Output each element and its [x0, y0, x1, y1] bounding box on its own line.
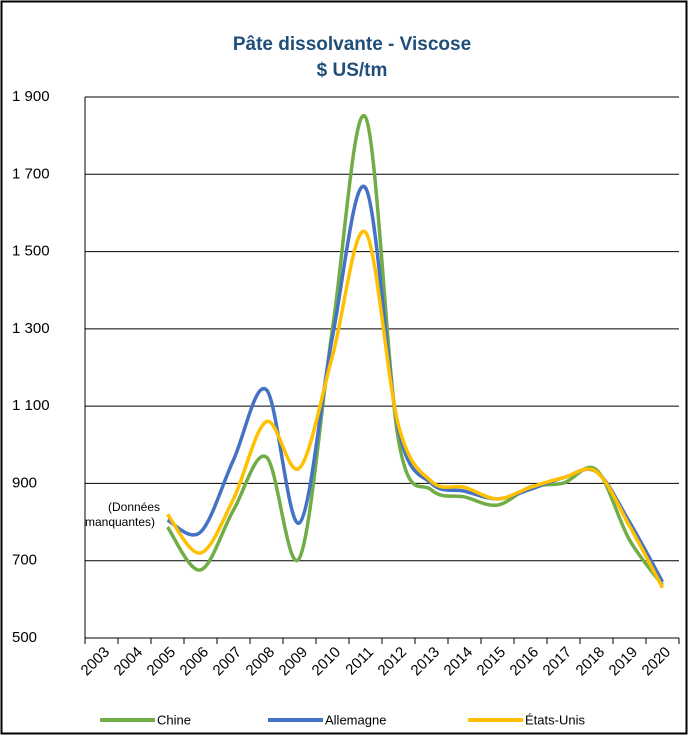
- annotation-text: (Données: [108, 500, 160, 514]
- legend-label: États-Unis: [525, 712, 585, 727]
- legend-label: Allemagne: [325, 712, 386, 727]
- y-tick-label: 700: [12, 552, 37, 569]
- series-line: [166, 229, 665, 589]
- y-tick-label: 1 900: [12, 88, 50, 105]
- chart-title: Pâte dissolvante - Viscose: [233, 34, 471, 55]
- chart-subtitle: $ US/tm: [317, 60, 388, 81]
- legend-label: Chine: [157, 712, 191, 727]
- y-tick-label: 1 300: [12, 320, 50, 337]
- y-tick-label: 1 100: [12, 397, 50, 414]
- annotation-text: manquantes): [85, 515, 155, 529]
- y-tick-label: 1 700: [12, 165, 50, 182]
- y-tick-label: 900: [12, 474, 37, 491]
- y-tick-label: 500: [12, 629, 37, 646]
- series-line: [166, 113, 664, 587]
- y-tick-label: 1 500: [12, 243, 50, 260]
